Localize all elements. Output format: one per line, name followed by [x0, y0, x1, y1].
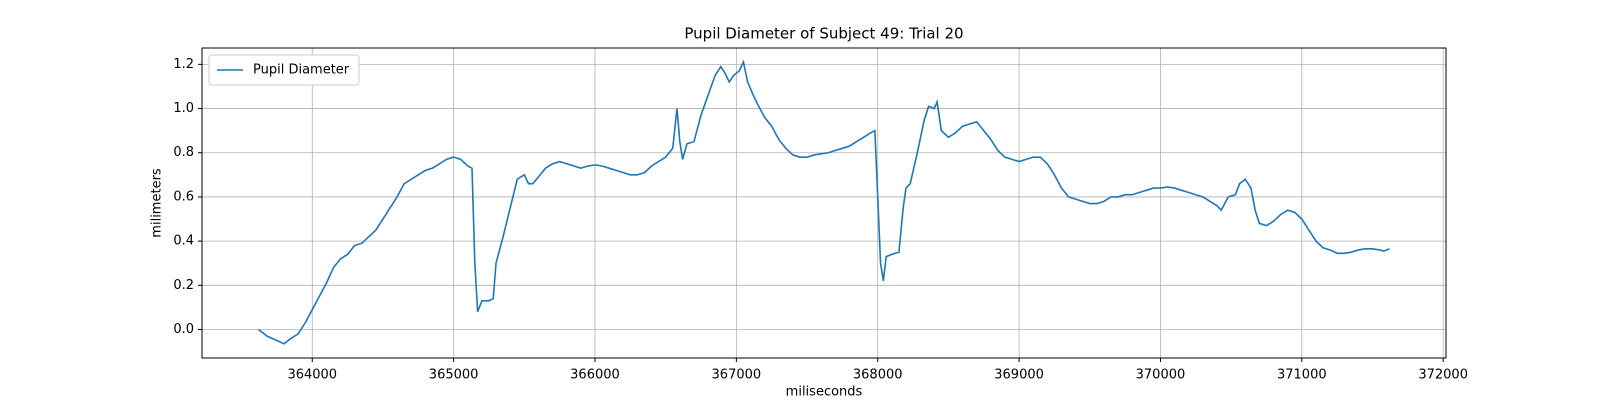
y-tick-label: 0.0 [173, 322, 194, 337]
y-tick-label: 0.2 [173, 278, 194, 293]
x-tick-label: 367000 [712, 368, 762, 383]
legend-box [208, 54, 360, 86]
x-tick-label: 369000 [994, 368, 1044, 383]
x-tick-label: 370000 [1136, 368, 1186, 383]
y-tick-label: 1.0 [173, 101, 194, 116]
x-tick-label: 372000 [1418, 368, 1468, 383]
x-axis-label: miliseconds [786, 385, 863, 400]
y-tick-label: 0.6 [173, 189, 194, 204]
x-tick-label: 368000 [853, 368, 903, 383]
x-tick-label: 364000 [287, 368, 337, 383]
x-tick-label: 371000 [1277, 368, 1327, 383]
plot-frame [201, 47, 1447, 359]
y-axis-label: milimeters [150, 168, 165, 238]
data-line [258, 59, 1390, 345]
y-tick-label: 1.2 [173, 57, 194, 72]
y-tick-label: 0.4 [173, 234, 194, 249]
y-tick-label: 0.8 [173, 145, 194, 160]
legend-label: Pupil Diameter [253, 63, 350, 78]
x-tick-label: 365000 [429, 368, 479, 383]
x-tick-label: 366000 [570, 368, 620, 383]
chart-title: Pupil Diameter of Subject 49: Trial 20 [684, 25, 963, 43]
